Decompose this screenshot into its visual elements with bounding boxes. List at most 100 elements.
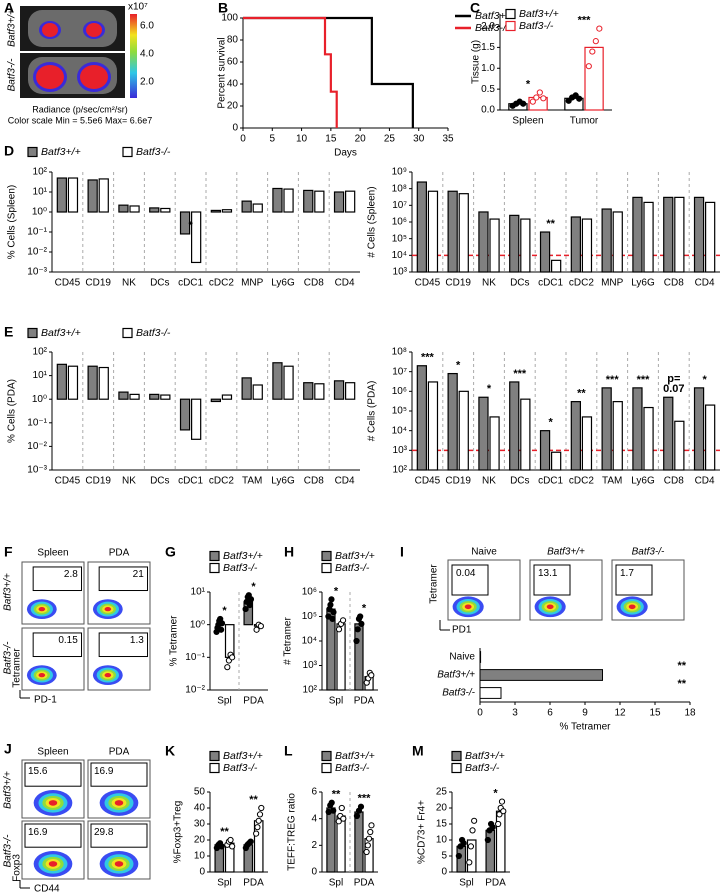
axis-label: Tetramer <box>429 564 440 604</box>
bar <box>314 190 325 213</box>
y-tick-label: 10⁹ <box>392 167 407 178</box>
data-point <box>589 48 596 55</box>
x-tick-label: 15 <box>649 708 661 719</box>
data-point <box>484 836 491 844</box>
bar <box>191 398 202 440</box>
bar <box>479 687 502 699</box>
data-point <box>335 626 343 633</box>
gate <box>32 632 83 658</box>
data-point <box>498 798 506 805</box>
flow-value: 0.04 <box>456 568 476 579</box>
bar <box>485 829 496 873</box>
bar <box>489 416 500 471</box>
legend-swatch <box>209 750 220 762</box>
annotation: *** <box>421 352 435 364</box>
legend-label: Batf3+/+ <box>41 327 81 339</box>
y-tick-label: Batf3-/- <box>442 688 475 699</box>
data-point <box>229 843 236 850</box>
bar <box>354 811 364 873</box>
row-label: Batf3+/+ <box>7 9 18 47</box>
annotation: ** <box>546 218 555 230</box>
x-tick-label: DCs <box>150 476 169 487</box>
x-tick-label: PDA <box>354 696 375 707</box>
x-tick-label: Spl <box>217 696 231 707</box>
legend-swatch <box>321 762 332 774</box>
colorbar-tick: 4.0 <box>140 49 154 60</box>
y-tick-label: 10⁰ <box>190 619 205 630</box>
bar <box>581 218 593 273</box>
column-label: Batf3-/- <box>632 547 665 558</box>
ivis-caption: Radiance (p/sec/cm²/sr) <box>32 104 128 114</box>
ivis-signal <box>42 23 58 37</box>
bar <box>663 196 674 273</box>
bar <box>333 380 345 400</box>
data-point <box>353 812 361 820</box>
legend-swatch <box>321 550 332 562</box>
bar <box>272 362 283 400</box>
legend-swatch <box>321 750 332 762</box>
legend-label: Batf3+/+ <box>223 550 263 562</box>
data-point <box>455 852 462 860</box>
density <box>546 604 554 610</box>
y-tick-label: 10⁵ <box>302 611 317 622</box>
axis-label: Foxp3 <box>12 854 23 882</box>
annotation: 0.07 <box>663 383 684 395</box>
data-point <box>218 620 226 627</box>
x-tick-label: CD8 <box>664 278 684 289</box>
annotation: ** <box>332 789 341 801</box>
bar <box>427 190 439 273</box>
bar <box>632 387 643 471</box>
x-tick-label: CD8 <box>304 278 324 289</box>
legend-label: Batf3-/- <box>335 562 370 574</box>
y-axis-label: % Cells (PDA) <box>7 379 18 443</box>
y-tick-label: 0.5 <box>481 84 495 95</box>
bar <box>458 390 469 471</box>
y-tick-label: 100 <box>221 13 238 24</box>
bar <box>303 382 314 400</box>
annotation: ** <box>677 678 686 690</box>
axis-arrow <box>19 690 30 699</box>
y-tick-label: 10³ <box>303 660 318 671</box>
density <box>48 861 58 867</box>
flow-value: 1.7 <box>620 568 634 579</box>
data-point <box>257 623 264 630</box>
bar <box>56 363 68 400</box>
legend-label: Batf3+/+ <box>465 750 505 762</box>
gate <box>533 564 571 596</box>
y-tick-label: 10⁻¹ <box>27 417 47 428</box>
gate <box>90 823 148 848</box>
colorbar <box>130 14 137 98</box>
density <box>628 604 636 610</box>
flow-value: 2.8 <box>64 569 78 580</box>
panel-label: B <box>218 0 228 16</box>
bar <box>67 365 79 400</box>
data-point <box>357 803 365 810</box>
panel-label: E <box>4 324 13 340</box>
data-point <box>357 613 364 620</box>
bar <box>221 394 233 400</box>
x-tick-label: CD19 <box>445 476 471 487</box>
legend-swatch <box>122 327 133 339</box>
data-point <box>340 815 347 822</box>
data-point <box>536 89 543 96</box>
bar <box>179 398 191 431</box>
bar <box>509 214 520 273</box>
data-point <box>227 836 234 844</box>
x-tick-label: DCs <box>150 278 169 289</box>
data-point <box>258 804 265 812</box>
bar <box>693 196 705 273</box>
bar <box>550 259 562 273</box>
bar <box>539 231 551 273</box>
column-label: PDA <box>109 548 130 559</box>
bar <box>632 196 643 273</box>
y-tick-label: 10⁻¹ <box>27 227 47 238</box>
x-tick-label: 20 <box>355 134 367 145</box>
data-point <box>592 38 599 45</box>
x-tick-label: CD4 <box>695 476 715 487</box>
x-tick-label: MNP <box>601 278 624 289</box>
gate <box>615 564 653 596</box>
data-point <box>254 824 261 831</box>
bar <box>303 189 314 213</box>
ivis-caption: Color scale Min = 5.5e6 Max= 6.6e7 <box>8 115 153 125</box>
